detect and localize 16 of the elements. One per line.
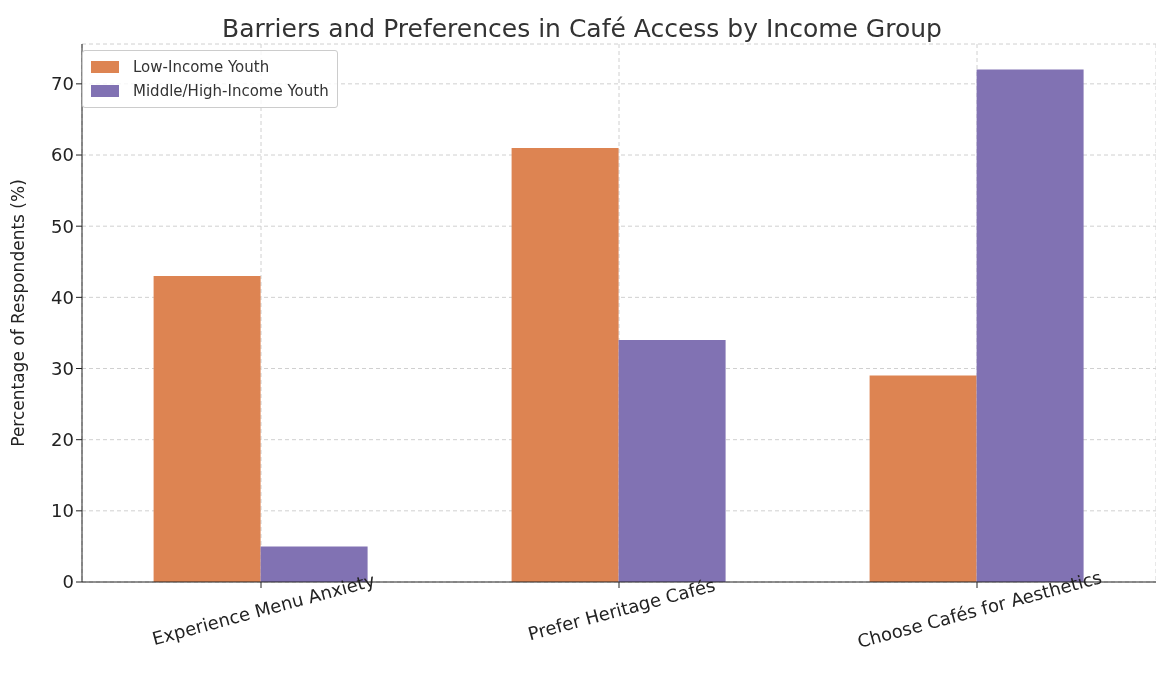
y-tick-label: 20 — [51, 429, 74, 451]
y-tick-label: 10 — [51, 500, 74, 522]
y-tick-label: 30 — [51, 357, 74, 379]
x-tick-label: Prefer Heritage Cafés — [525, 574, 718, 645]
y-tick-label: 40 — [51, 286, 74, 308]
bar — [153, 275, 261, 582]
y-axis-title: Percentage of Respondents (%) — [8, 179, 29, 447]
bar — [511, 147, 619, 582]
y-tick-label: 50 — [51, 215, 74, 237]
bar — [869, 375, 977, 582]
y-tick-label: 0 — [62, 571, 74, 593]
legend-label: Low-Income Youth — [133, 57, 270, 78]
legend-label: Middle/High-Income Youth — [133, 81, 329, 102]
chart-title: Barriers and Preferences in Café Access by Income Group — [221, 14, 943, 43]
y-tick-label: 70 — [51, 73, 74, 95]
y-tick-label: 60 — [51, 144, 74, 166]
